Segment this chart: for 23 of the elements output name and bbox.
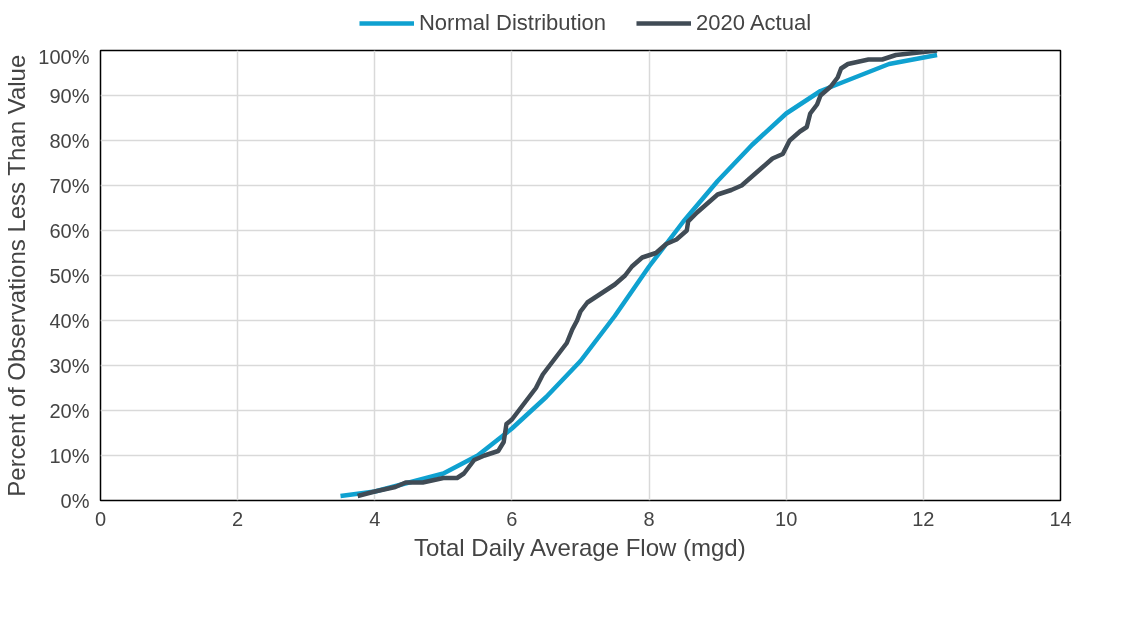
y-tick-label: 10% xyxy=(49,444,90,467)
x-tick-label: 0 xyxy=(94,507,107,530)
y-tick-label: 80% xyxy=(49,129,90,152)
y-tick-label: 100% xyxy=(38,45,90,68)
y-tick-label: 50% xyxy=(49,264,90,287)
x-tick-label: 6 xyxy=(506,507,518,530)
y-tick-label: 70% xyxy=(49,174,90,197)
y-tick-label: 30% xyxy=(49,354,90,377)
x-tick-label: 8 xyxy=(643,507,655,530)
x-axis-title: Total Daily Average Flow (mgd) xyxy=(413,533,746,561)
y-tick-label: 90% xyxy=(49,84,90,107)
y-tick-label: 40% xyxy=(49,309,90,332)
legend-label: Normal Distribution xyxy=(418,9,607,36)
x-tick-label: 2 xyxy=(232,507,244,530)
legend-label: 2020 Actual xyxy=(696,9,812,36)
x-tick-label: 10 xyxy=(775,507,798,530)
y-tick-label: 60% xyxy=(49,219,90,242)
y-tick-label: 20% xyxy=(49,399,90,422)
y-tick-label: 0% xyxy=(60,489,90,512)
x-tick-label: 12 xyxy=(912,507,935,530)
y-axis-title: Percent of Observations Less Than Value xyxy=(3,54,31,497)
x-tick-label: 14 xyxy=(1049,507,1072,530)
x-tick-label: 4 xyxy=(369,507,381,530)
